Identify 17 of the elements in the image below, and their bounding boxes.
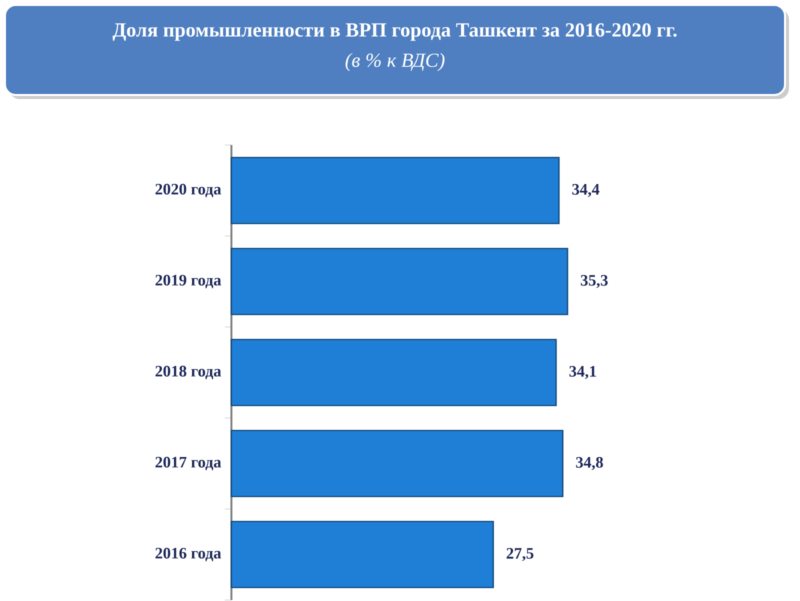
y-tick-label: 2017 года (156, 456, 222, 470)
y-tick-label: 2016 года (156, 548, 222, 562)
bar (230, 430, 564, 498)
y-tick-label: 2019 года (156, 274, 222, 288)
data-label: 27,5 (506, 548, 534, 562)
y-tick-label: 2020 года (156, 184, 222, 198)
bar (230, 156, 560, 224)
bar (230, 520, 494, 588)
data-label: 34,8 (576, 456, 603, 470)
bar (230, 338, 557, 406)
chart-subtitle: (в % к ВДС) (346, 52, 445, 72)
chart-title: Доля промышленности в ВРП города Ташкент за 2016-2020 гг. (112, 23, 677, 41)
data-label: 34,4 (572, 184, 600, 198)
data-label: 34,1 (569, 366, 596, 380)
bar (230, 248, 568, 316)
data-label: 35,3 (580, 274, 608, 288)
y-tick-label: 2018 года (156, 366, 222, 380)
